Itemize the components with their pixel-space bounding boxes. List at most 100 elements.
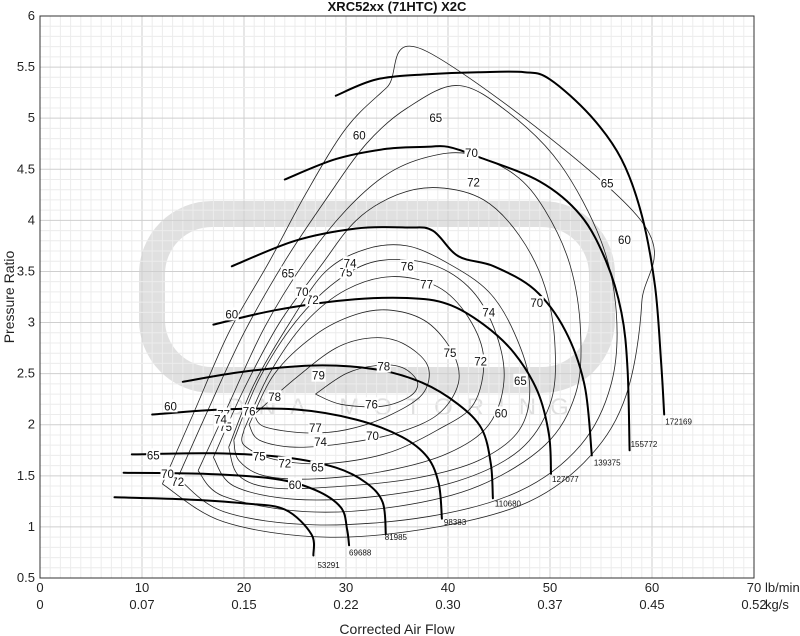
efficiency-label-bg	[252, 449, 267, 463]
efficiency-island-72	[213, 187, 556, 501]
efficiency-island-79	[315, 364, 419, 408]
speed-line-172169	[334, 70, 666, 416]
x-tick-label-kgs: 0.07	[129, 597, 154, 612]
speed-label: 172169	[665, 418, 692, 427]
efficiency-label-bg	[280, 266, 295, 280]
efficiency-label: 72	[474, 356, 487, 368]
efficiency-label: 76	[401, 261, 414, 273]
efficiency-label-bg	[600, 176, 615, 190]
efficiency-label-bg	[473, 354, 488, 368]
efficiency-label: 60	[164, 401, 177, 413]
y-tick-label: 2	[28, 417, 35, 432]
efficiency-label: 65	[311, 463, 324, 475]
efficiency-label-bg	[419, 277, 434, 291]
efficiency-label-bg	[288, 478, 302, 492]
watermark-text: DNA MOTORING	[227, 394, 583, 421]
speed-label: 98383	[444, 518, 467, 527]
speed-line-69688	[122, 471, 351, 547]
x-tick-label: 40	[441, 580, 455, 595]
curve-labels: 7978787777777676767575757574747474727272…	[146, 111, 693, 570]
efficiency-label: 72	[306, 295, 319, 307]
x-tick-label: 70	[747, 580, 761, 595]
efficiency-label: 65	[147, 450, 160, 462]
efficiency-label-bg	[365, 428, 380, 442]
efficiency-label: 60	[289, 480, 302, 492]
efficiency-label: 74	[314, 437, 327, 449]
plot-frame	[39, 15, 755, 579]
efficiency-label: 75	[444, 348, 457, 360]
efficiency-label: 70	[161, 469, 174, 481]
efficiency-label-bg	[163, 399, 178, 413]
y-tick-label: 4	[28, 212, 35, 227]
x-tick-label: 30	[339, 580, 353, 595]
y-tick-label: 5	[28, 110, 35, 125]
speed-line-81985	[130, 452, 387, 536]
efficiency-label-bg	[428, 111, 443, 125]
x-axis-label: Corrected Air Flow	[339, 621, 455, 636]
y-tick-label: 6	[28, 8, 35, 23]
efficiency-label-bg	[466, 175, 481, 189]
y-tick-label: 3	[28, 315, 35, 330]
x-tick-label-kgs: 0.52	[741, 597, 766, 612]
speed-line-155772	[283, 144, 631, 452]
efficiency-label: 79	[312, 371, 325, 383]
speed-label: 53291	[317, 561, 340, 570]
efficiency-label-bg	[267, 390, 282, 404]
efficiency-label-bg	[343, 256, 358, 270]
efficiency-label: 72	[278, 459, 291, 471]
speed-label: 110680	[495, 499, 522, 508]
x-unit-secondary: kg/s	[765, 597, 789, 612]
efficiency-label-bg	[311, 368, 326, 382]
efficiency-label: 65	[514, 376, 527, 388]
efficiency-label: 74	[214, 415, 227, 427]
efficiency-label-bg	[364, 397, 379, 411]
efficiency-label-bg	[464, 145, 479, 159]
efficiency-label: 65	[601, 179, 614, 191]
x-tick-label: 50	[543, 580, 557, 595]
efficiency-label-bg	[352, 128, 367, 142]
efficiency-label-bg	[277, 456, 292, 470]
efficiency-island-70	[197, 152, 582, 513]
efficiency-label: 70	[530, 298, 543, 310]
efficiency-label: 65	[281, 268, 294, 280]
efficiency-label: 60	[618, 235, 631, 247]
x-tick-label-kgs: 0.45	[639, 597, 664, 612]
efficiency-label: 65	[429, 113, 442, 125]
efficiency-label-bg	[529, 296, 544, 310]
speed-line-53291	[113, 496, 315, 557]
speed-line-110680	[181, 364, 494, 500]
x-tick-label-kgs: 0.30	[435, 597, 460, 612]
efficiency-label: 70	[296, 287, 309, 299]
y-tick-label: 1	[28, 519, 35, 534]
efficiency-islands	[162, 45, 655, 538]
efficiency-island-77	[248, 309, 460, 448]
efficiency-label: 77	[309, 423, 322, 435]
efficiency-label-bg	[160, 466, 175, 480]
x-tick-label: 0	[36, 580, 43, 595]
efficiency-label: 75	[253, 451, 266, 463]
efficiency-label: 70	[465, 148, 478, 160]
speed-label: 69688	[349, 549, 372, 558]
efficiency-label-bg	[224, 307, 239, 321]
efficiency-island-65	[177, 85, 618, 526]
efficiency-label-bg	[376, 359, 391, 373]
efficiency-label: 78	[268, 392, 281, 404]
efficiency-island-60	[162, 45, 655, 538]
x-tick-label-kgs: 0.15	[231, 597, 256, 612]
speed-label: 81985	[385, 533, 408, 542]
efficiency-label-bg	[308, 420, 323, 434]
x-unit-primary: lb/min	[765, 580, 800, 595]
efficiency-label: 72	[171, 477, 184, 489]
efficiency-label-bg	[513, 373, 528, 387]
efficiency-label-bg	[617, 232, 632, 246]
efficiency-label: 60	[353, 131, 366, 143]
efficiency-label-bg	[313, 435, 328, 449]
chart-title: XRC52xx (71HTC) X2C	[328, 0, 467, 14]
efficiency-label-bg	[400, 259, 415, 273]
efficiency-label-bg	[494, 406, 509, 420]
y-axis-label: Pressure Ratio	[1, 250, 17, 343]
efficiency-label-bg	[146, 448, 161, 462]
efficiency-label: 77	[420, 280, 433, 292]
efficiency-label: 74	[344, 258, 357, 270]
